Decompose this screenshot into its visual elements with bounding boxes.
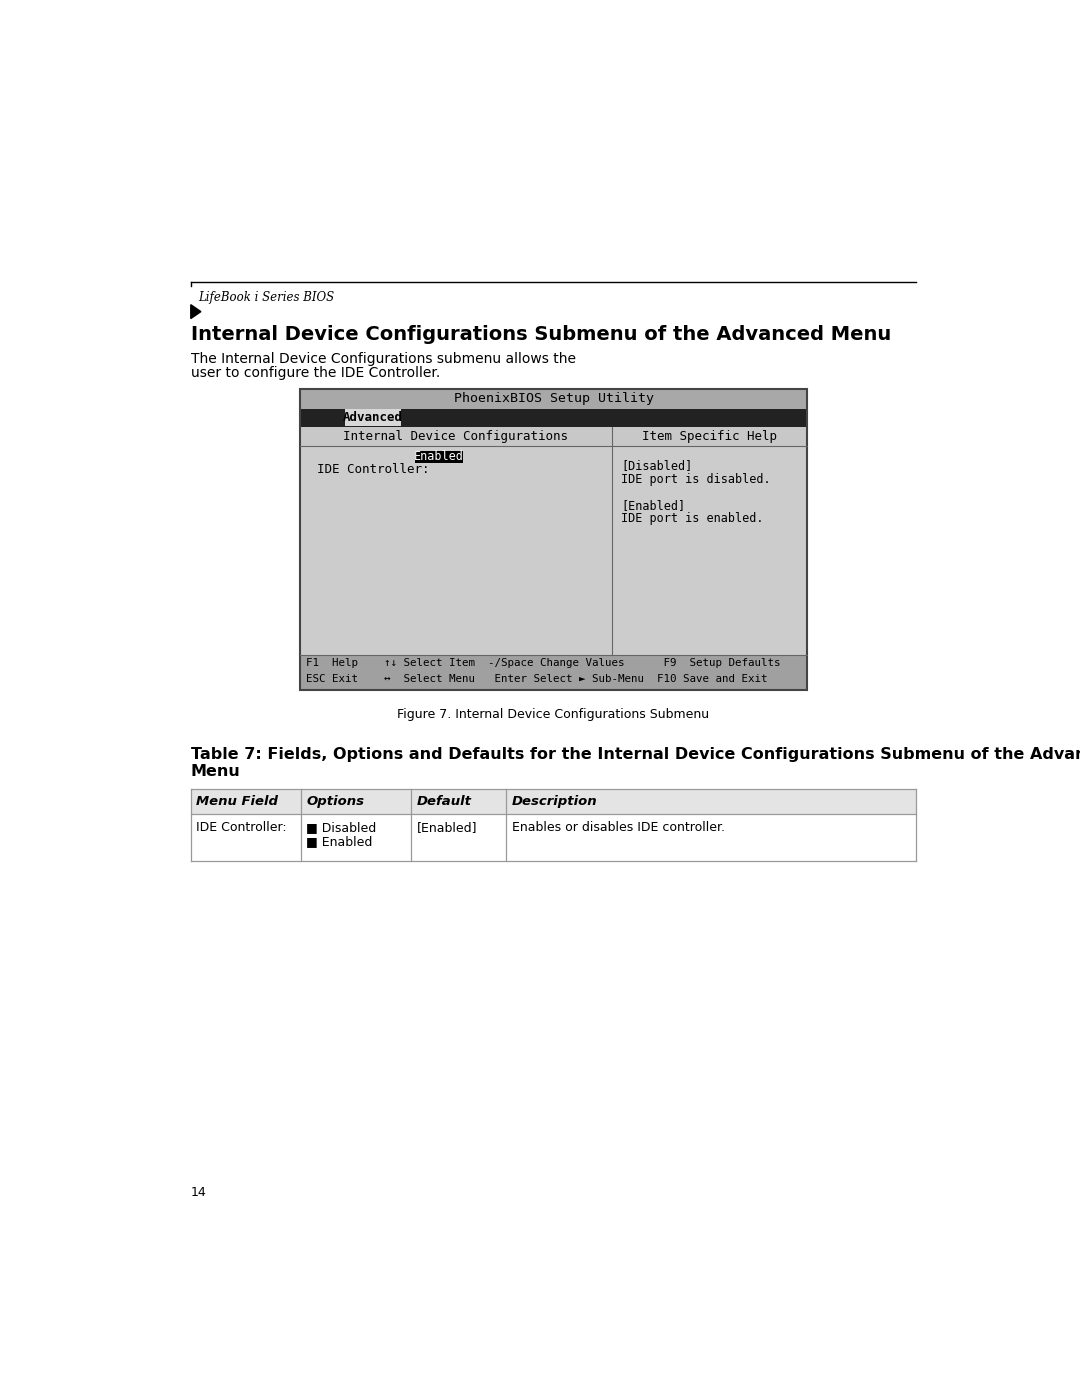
Text: F1  Help    ↑↓ Select Item  -/Space Change Values      F9  Setup Defaults: F1 Help ↑↓ Select Item -/Space Change Va… — [307, 658, 781, 668]
Text: 14: 14 — [191, 1186, 206, 1199]
Text: user to configure the IDE Controller.: user to configure the IDE Controller. — [191, 366, 440, 380]
Text: PhoenixBIOS Setup Utility: PhoenixBIOS Setup Utility — [454, 393, 653, 405]
Text: IDE port is disabled.: IDE port is disabled. — [621, 472, 771, 486]
Text: Options: Options — [307, 795, 364, 807]
Bar — [300, 409, 807, 427]
Bar — [415, 451, 463, 462]
Text: IDE Controller:: IDE Controller: — [197, 821, 287, 834]
Text: Enabled: Enabled — [414, 450, 463, 464]
Text: [Disabled]: [Disabled] — [621, 460, 692, 472]
Text: The Internal Device Configurations submenu allows the: The Internal Device Configurations subme… — [191, 352, 576, 366]
Text: IDE port is enabled.: IDE port is enabled. — [621, 511, 764, 525]
Text: IDE Controller:: IDE Controller: — [318, 462, 430, 475]
Text: Enables or disables IDE controller.: Enables or disables IDE controller. — [512, 821, 725, 834]
Text: Menu: Menu — [191, 764, 241, 778]
Bar — [345, 409, 401, 426]
Polygon shape — [191, 305, 201, 319]
Text: ■ Disabled: ■ Disabled — [307, 821, 377, 834]
Text: [Enabled]: [Enabled] — [621, 499, 685, 511]
Text: Default: Default — [417, 795, 472, 807]
Text: ESC Exit    ↔  Select Menu   Enter Select ► Sub-Menu  F10 Save and Exit: ESC Exit ↔ Select Menu Enter Select ► Su… — [307, 675, 768, 685]
Bar — [300, 388, 807, 690]
Text: Advanced: Advanced — [343, 411, 403, 425]
Text: Item Specific Help: Item Specific Help — [642, 430, 777, 443]
Bar — [300, 388, 807, 690]
Text: [Enabled]: [Enabled] — [417, 821, 477, 834]
Text: LifeBook i Series BIOS: LifeBook i Series BIOS — [199, 291, 335, 303]
Text: Menu Field: Menu Field — [197, 795, 279, 807]
Text: Description: Description — [512, 795, 597, 807]
Bar — [300, 388, 807, 409]
Text: ■ Enabled: ■ Enabled — [307, 835, 373, 848]
Bar — [300, 655, 807, 690]
Bar — [191, 813, 916, 862]
Text: Internal Device Configurations Submenu of the Advanced Menu: Internal Device Configurations Submenu o… — [191, 326, 891, 345]
Bar — [300, 427, 807, 446]
Text: Figure 7. Internal Device Configurations Submenu: Figure 7. Internal Device Configurations… — [397, 708, 710, 721]
Bar — [191, 789, 916, 813]
Text: Table 7: Fields, Options and Defaults for the Internal Device Configurations Sub: Table 7: Fields, Options and Defaults fo… — [191, 746, 1080, 761]
Text: Internal Device Configurations: Internal Device Configurations — [343, 430, 568, 443]
